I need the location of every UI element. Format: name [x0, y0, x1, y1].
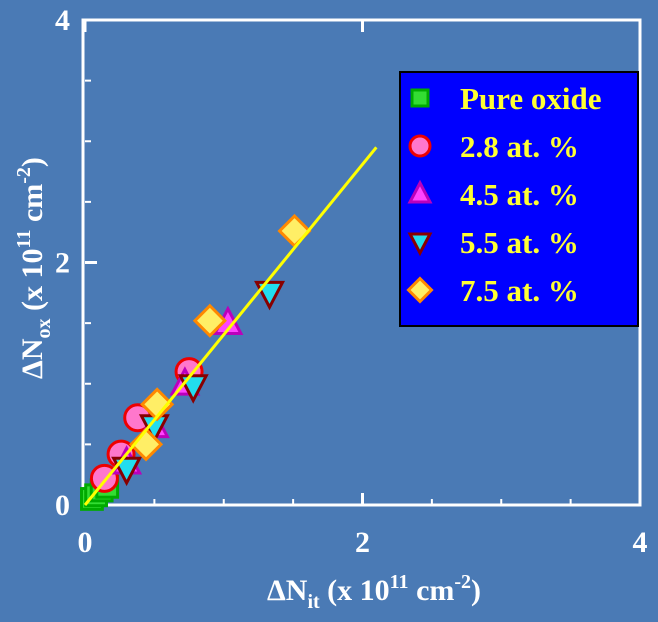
- data-point: [192, 303, 227, 338]
- legend-entry: 4.5 at. %: [407, 177, 579, 212]
- data-point: [140, 387, 175, 422]
- y-tick-label: 0: [55, 489, 70, 522]
- legend: Pure oxide 2.8 at. % 4.5 at. % 5.5 at. % 7.5…: [399, 71, 639, 327]
- data-point: [254, 280, 286, 311]
- legend-box: [399, 71, 639, 327]
- ticks-layer: 0 2 4 0 2 4: [55, 4, 648, 559]
- legend-label: 4.5 at. %: [460, 177, 579, 212]
- y-tick-label: 2: [55, 247, 70, 280]
- y-tick-label: 4: [55, 4, 70, 37]
- legend-marker: [407, 179, 433, 204]
- legend-label: 5.5 at. %: [460, 225, 579, 260]
- y-axis-title: ΔNox (x 1011 cm-2): [13, 157, 55, 379]
- legend-entry: Pure oxide: [410, 81, 602, 116]
- legend-marker: [410, 88, 430, 108]
- legend-marker: [406, 276, 434, 304]
- legend-label: 7.5 at. %: [460, 273, 579, 308]
- fit-line: [83, 146, 378, 506]
- legend-entry: 7.5 at. %: [406, 273, 579, 308]
- x-tick-label: 2: [355, 526, 370, 559]
- x-tick-label: 0: [78, 526, 93, 559]
- data-point: [277, 213, 312, 249]
- legend-marker: [408, 134, 432, 158]
- legend-entry: 2.8 at. %: [408, 129, 579, 164]
- data-point: [111, 456, 143, 487]
- legend-label: 2.8 at. %: [460, 129, 579, 164]
- x-tick-label: 4: [633, 526, 648, 559]
- legend-entries: Pure oxide 2.8 at. % 4.5 at. % 5.5 at. % 7.5…: [406, 81, 602, 308]
- legend-label: Pure oxide: [460, 81, 602, 116]
- legend-marker: [407, 232, 433, 257]
- legend-entry: 5.5 at. %: [407, 225, 579, 260]
- x-axis-title: ΔNit (x 1011 cm-2): [267, 571, 481, 613]
